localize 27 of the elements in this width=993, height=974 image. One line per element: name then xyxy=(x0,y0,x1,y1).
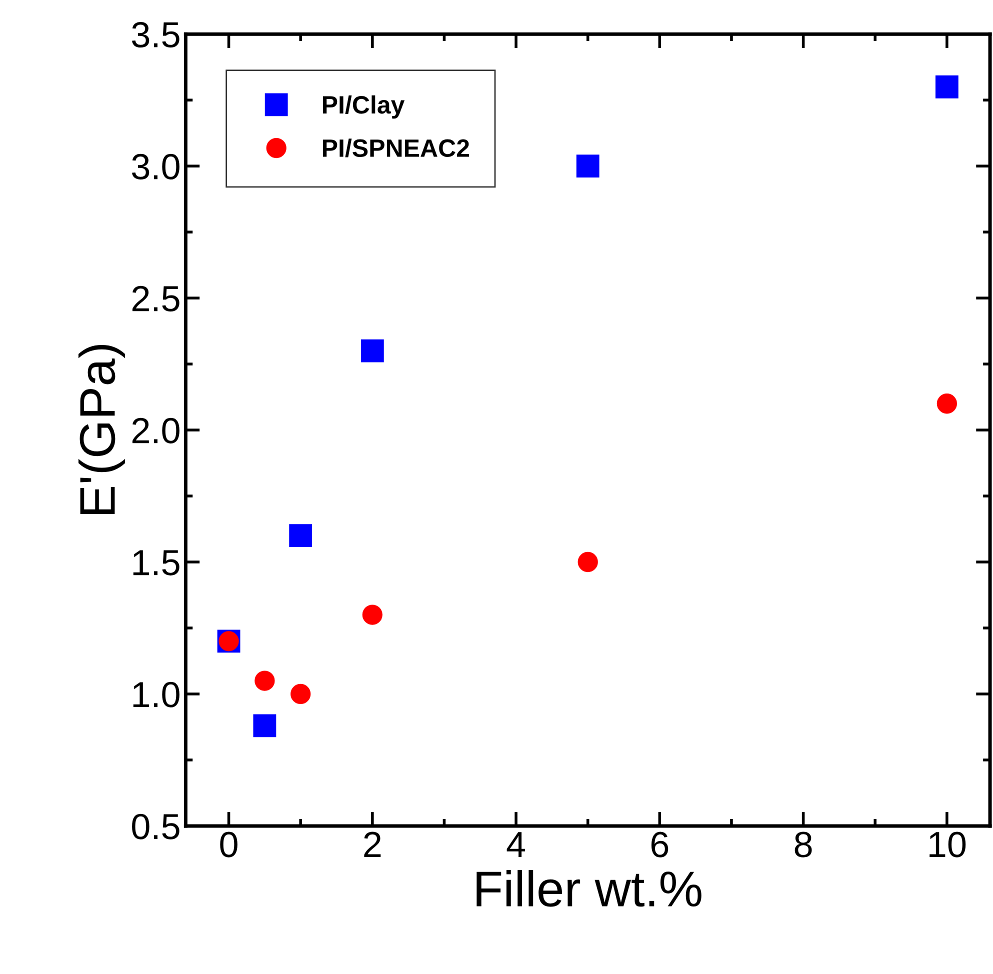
y-tick-label: 3.5 xyxy=(132,22,180,48)
point xyxy=(253,714,276,738)
point xyxy=(576,154,600,178)
x-tick-label: 4 xyxy=(506,832,526,857)
point xyxy=(362,604,382,625)
x-axis-title: Filler wt.% xyxy=(476,870,702,907)
x-tick-label: 2 xyxy=(364,832,381,857)
x-tick-label: 6 xyxy=(651,832,668,858)
legend-label: PI/SPNEAC2 xyxy=(323,138,469,158)
point xyxy=(935,75,958,98)
point xyxy=(936,394,958,414)
point xyxy=(290,684,311,704)
x-tick-label: 0 xyxy=(220,832,238,858)
y-tick-label: 2.0 xyxy=(132,418,180,444)
y-tick-label: 3.0 xyxy=(132,154,180,180)
legend-label: PI/Clay xyxy=(323,95,405,119)
y-tick-label: 1.0 xyxy=(133,682,180,708)
y-tick-label: 2.5 xyxy=(132,286,180,312)
point xyxy=(254,670,275,691)
y-axis-title: E'(GPa) xyxy=(78,345,126,514)
y-tick-label: 1.5 xyxy=(133,550,180,576)
x-tick-label: 10 xyxy=(930,832,966,858)
x-tick-label: 8 xyxy=(794,832,812,858)
point xyxy=(360,339,384,362)
point xyxy=(578,552,598,572)
y-tick-label: 0.5 xyxy=(132,814,180,840)
point xyxy=(289,524,312,548)
